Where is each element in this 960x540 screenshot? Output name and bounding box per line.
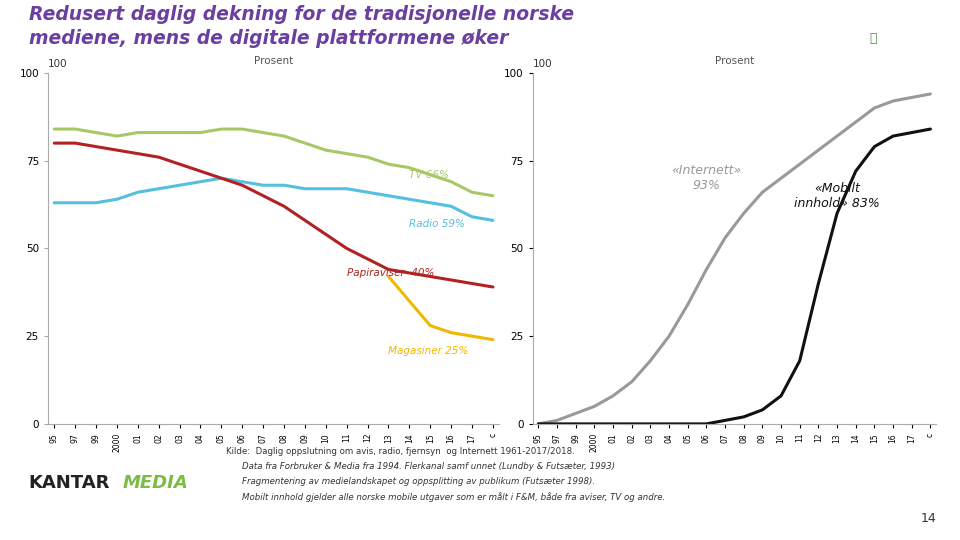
Text: Magasiner 25%: Magasiner 25%: [389, 346, 468, 356]
FancyBboxPatch shape: [833, 19, 914, 58]
Bar: [865, 56, 882, 68]
Text: Redusert daglig dekning for de tradisjonelle norske
mediene, mens de digitale pl: Redusert daglig dekning for de tradisjon…: [29, 5, 574, 48]
Text: Fragmentering av medielandskapet og oppsplitting av publikum (Futsæter 1998).: Fragmentering av medielandskapet og opps…: [242, 477, 595, 486]
Text: «Mobilt
innhold» 83%: «Mobilt innhold» 83%: [794, 182, 880, 210]
Text: MEDIA: MEDIA: [123, 474, 188, 492]
Text: Radio 59%: Radio 59%: [409, 219, 466, 230]
Text: Data fra Forbruker & Media fra 1994. Flerkanal samf unnet (Lundby & Futsæter, 19: Data fra Forbruker & Media fra 1994. Fle…: [242, 462, 615, 471]
Text: TV 66%: TV 66%: [409, 170, 449, 180]
Text: 🛒: 🛒: [870, 32, 877, 45]
Text: Prosent: Prosent: [254, 56, 293, 66]
Text: 14: 14: [921, 512, 936, 525]
Text: FORBRUKER & «MEDIA: FORBRUKER & «MEDIA: [846, 75, 901, 80]
Text: 100: 100: [533, 59, 552, 69]
Bar: [849, 66, 899, 72]
Text: 100: 100: [48, 59, 67, 69]
Text: Papiraviser  40%: Papiraviser 40%: [347, 268, 434, 279]
Text: Kilde:  Daglig oppslutning om avis, radio, fjernsyn  og Internett 1961-2017/2018: Kilde: Daglig oppslutning om avis, radio…: [226, 447, 574, 456]
Text: KANTAR: KANTAR: [29, 474, 110, 492]
Text: Prosent: Prosent: [715, 56, 754, 66]
Text: Mobilt innhold gjelder alle norske mobile utgaver som er målt i F&M, både fra av: Mobilt innhold gjelder alle norske mobil…: [242, 492, 665, 502]
Text: «Internett»
93%: «Internett» 93%: [671, 164, 741, 192]
